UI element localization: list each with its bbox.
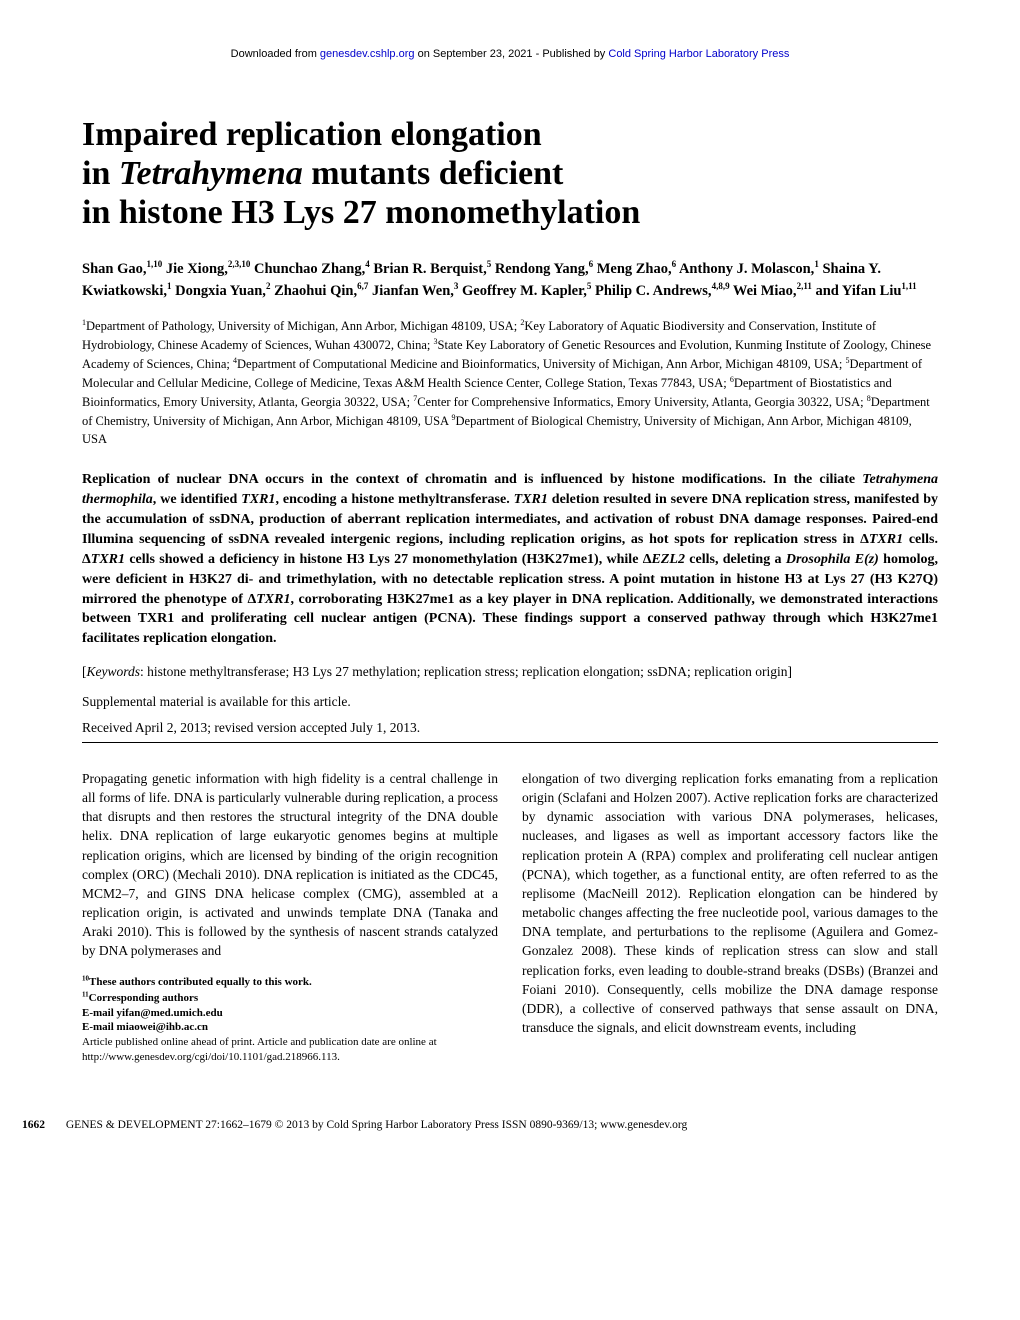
footnotes: 10These authors contributed equally to t… [82,975,498,1065]
dl-prefix: Downloaded from [231,48,320,60]
body-left-p1: Propagating genetic information with hig… [82,769,498,961]
footnote-equal: 10These authors contributed equally to t… [82,975,498,991]
author-list: Shan Gao,1,10 Jie Xiong,2,3,10 Chunchao … [82,258,938,301]
footnote-pub: Article published online ahead of print.… [82,1035,498,1065]
dl-mid: on September 23, 2021 - Published by [415,48,609,60]
title-line-1: Impaired replication elongation [82,116,542,153]
affiliations: 1Department of Pathology, University of … [82,317,938,448]
article-title: Impaired replication elongation in Tetra… [82,116,938,232]
received-dates: Received April 2, 2013; revised version … [82,720,938,736]
footnote-email-2: E-mail miaowei@ihb.ac.cn [82,1020,498,1035]
body-right-p1: elongation of two diverging replication … [522,769,938,1037]
keywords: [Keywords: histone methyltransferase; H3… [82,663,938,682]
dl-link-1[interactable]: genesdev.cshlp.org [320,48,415,60]
abstract: Replication of nuclear DNA occurs in the… [82,470,938,649]
column-left: Propagating genetic information with hig… [82,769,498,1065]
footer-rest: GENES & DEVELOPMENT 27:1662–1679 © 2013 … [66,1119,687,1131]
title-line-2c: mutants deficient [303,155,564,192]
title-line-3: in histone H3 Lys 27 monomethylation [82,194,640,231]
title-line-2a: in [82,155,119,192]
title-line-2b: Tetrahymena [119,155,303,192]
page-number: 1662 [22,1119,45,1131]
dl-link-2[interactable]: Cold Spring Harbor Laboratory Press [608,48,789,60]
footnote-email-1: E-mail yifan@med.umich.edu [82,1006,498,1021]
page-footer: 1662 GENES & DEVELOPMENT 27:1662–1679 © … [0,1119,1020,1131]
download-header: Downloaded from genesdev.cshlp.org on Se… [82,48,938,60]
body-columns: Propagating genetic information with hig… [82,769,938,1065]
footnote-corresponding: 11Corresponding authors [82,990,498,1006]
section-rule [82,742,938,743]
column-right: elongation of two diverging replication … [522,769,938,1065]
supplemental-note: Supplemental material is available for t… [82,694,938,710]
